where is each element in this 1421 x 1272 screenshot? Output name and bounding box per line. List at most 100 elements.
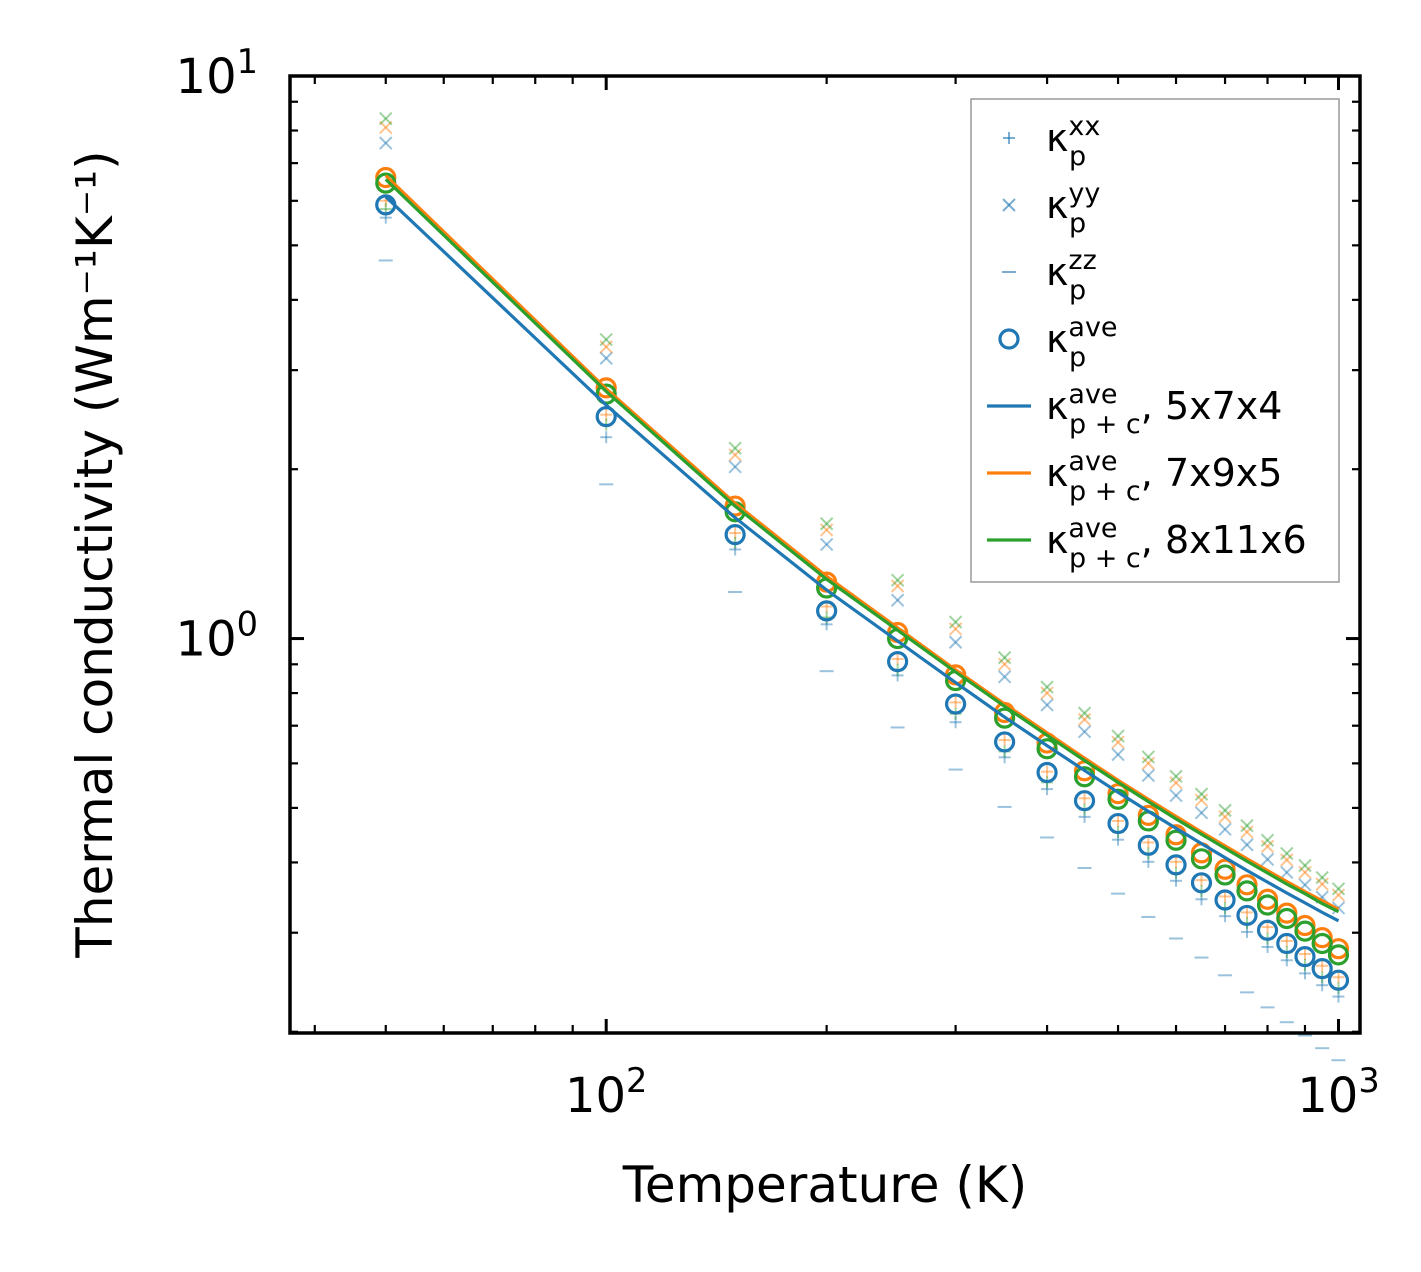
x-a [1331, 888, 1346, 902]
x-a [890, 573, 905, 587]
series-plus [379, 194, 1345, 984]
data-point-circle [1294, 920, 1316, 942]
x-a [1040, 686, 1054, 700]
x-a [1260, 852, 1275, 867]
data-point-x [1077, 706, 1092, 720]
x-b [1040, 686, 1054, 700]
data-point-x [1280, 853, 1294, 867]
x-b [890, 573, 905, 587]
circle-marker [1214, 889, 1236, 911]
x-a [599, 340, 613, 354]
x-b [1331, 882, 1346, 896]
data-point-circle [1276, 932, 1298, 955]
legend-marker [1002, 198, 1016, 212]
x-b [1260, 833, 1275, 847]
circle-marker [1137, 834, 1159, 856]
data-point-circle [1311, 932, 1333, 955]
circle-marker [1236, 904, 1258, 927]
data-point-plus [600, 431, 613, 444]
data-point-circle [1107, 812, 1129, 835]
x-a [997, 657, 1012, 672]
circle-marker [595, 377, 617, 399]
data-point-plus [1195, 874, 1208, 887]
x-a [1240, 838, 1254, 852]
x-a [1298, 865, 1312, 880]
data-point-circle [1327, 944, 1350, 966]
x-a [819, 517, 834, 531]
series-x [379, 111, 1346, 896]
x-a [1218, 822, 1232, 837]
x-a [599, 332, 613, 347]
data-point-x [890, 573, 905, 587]
data-point-x [1111, 729, 1125, 743]
x-b [728, 441, 742, 455]
x-a [1280, 865, 1294, 880]
data-point-x [1141, 768, 1156, 783]
x-b [1040, 680, 1054, 694]
data-point-x [1260, 839, 1275, 854]
circle-marker [1190, 848, 1213, 870]
x-a [1111, 735, 1125, 750]
data-point-circle [1165, 829, 1187, 851]
plot-area [375, 111, 1350, 1062]
circle-marker [994, 731, 1016, 753]
x-b [997, 657, 1012, 672]
data-point-x [890, 593, 905, 607]
legend-entry: κxx p [1003, 111, 1100, 172]
x-a [819, 523, 834, 537]
circle-marker [1294, 920, 1316, 942]
data-point-x [1331, 888, 1346, 902]
x-a [1141, 756, 1156, 771]
x-b [599, 351, 613, 365]
legend-box [970, 98, 1340, 583]
data-point-circle [1236, 880, 1258, 902]
x-b [1298, 858, 1312, 873]
data-point-plus [1298, 967, 1311, 980]
circle-marker [944, 693, 967, 715]
circle-marker [1073, 790, 1096, 812]
x-a [1040, 680, 1054, 694]
data-point-plus [998, 751, 1011, 764]
data-point-circle [595, 406, 617, 428]
circle-marker [998, 328, 1020, 350]
circle-marker [1214, 864, 1236, 886]
x-a [1331, 882, 1346, 896]
x-b [1280, 865, 1294, 880]
circle-marker [1236, 874, 1258, 896]
data-point-x [728, 448, 742, 462]
data-point-x [1169, 769, 1183, 784]
x-b [1194, 793, 1209, 807]
legend-entry: κave p + c, 5x7x4 [987, 379, 1282, 440]
data-point-x [819, 523, 834, 537]
circle-marker [1190, 872, 1213, 894]
x-a [1111, 747, 1125, 762]
x-b [819, 517, 834, 531]
x-b [1260, 839, 1275, 854]
circle-marker [595, 406, 617, 428]
x-b [728, 460, 742, 474]
x-b [1194, 806, 1209, 820]
x-b [1298, 865, 1312, 880]
data-point-x [1298, 858, 1312, 873]
x-a [1141, 768, 1156, 783]
data-point-circle [1276, 907, 1298, 930]
circle-marker [1294, 946, 1316, 968]
legend-entry: κzz p [1002, 245, 1097, 306]
data-point-x [1077, 712, 1092, 727]
data-point-plus [1316, 979, 1329, 992]
data-point-x [599, 332, 613, 347]
circle-marker [1256, 919, 1279, 941]
data-point-x [728, 460, 742, 474]
x-b [819, 523, 834, 537]
data-point-plus [1298, 947, 1311, 960]
data-point-x [599, 340, 613, 354]
data-point-plus [600, 408, 613, 421]
x-tick-label: 102 [565, 1061, 647, 1124]
x-a [1298, 858, 1312, 873]
x-a [1260, 839, 1275, 854]
x-b [1218, 810, 1232, 824]
plot-frame [288, 74, 1362, 1035]
x-b [1040, 698, 1054, 712]
